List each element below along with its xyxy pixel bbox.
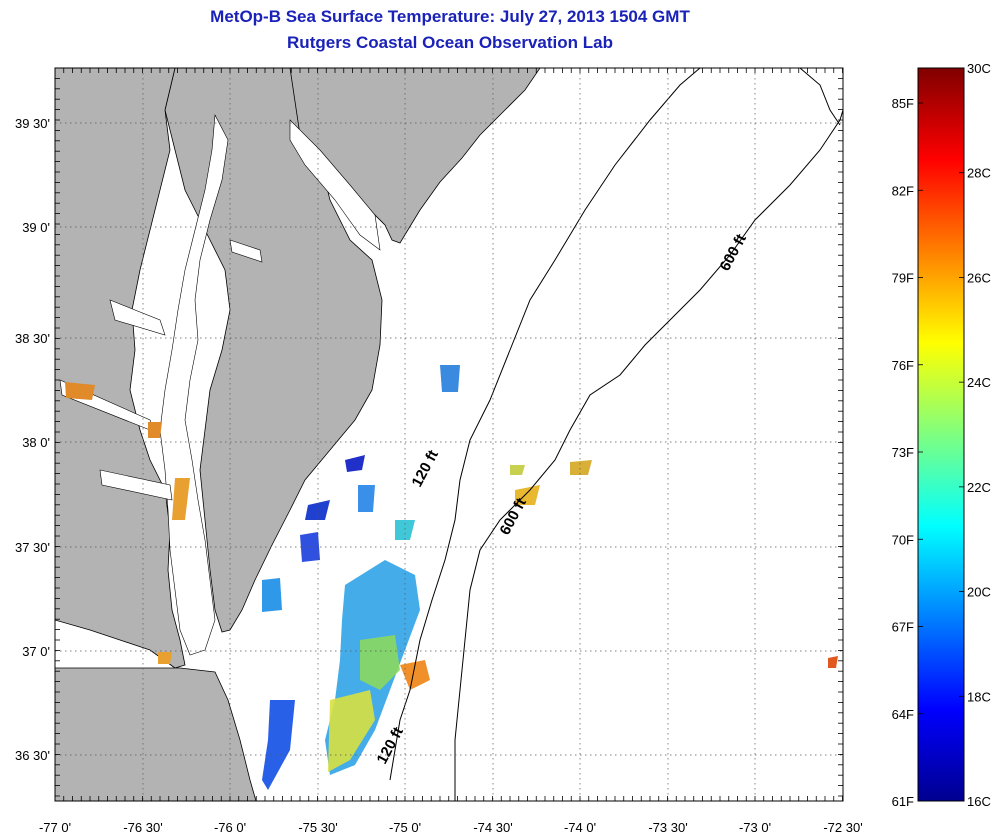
colorbar-celsius-label: 28C [967,166,991,181]
longitude-label: -74 30' [473,820,512,835]
longitude-label: -75 30' [298,820,337,835]
colorbar-celsius-label: 26C [967,270,991,285]
isobath-contours [389,68,843,801]
colorbar-fahrenheit-label: 61F [892,794,914,809]
sst-patches [65,365,838,790]
land-area [55,68,541,801]
colorbar-fahrenheit-label: 70F [892,532,914,547]
latitude-label: 37 30' [15,540,50,555]
colorbar-celsius-label: 18C [967,689,991,704]
colorbar-fahrenheit-label: 82F [892,183,914,198]
longitude-labels: -77 0' -76 30' -76 0' -75 30' -75 0' -74 30' -… [39,820,863,835]
colorbar-fahrenheit-label: 79F [892,271,914,286]
longitude-label: -73 0' [739,820,771,835]
colorbar-fahrenheit-label: 85F [892,96,914,111]
colorbar-labels: 85F 82F 79F 76F 73F 70F 67F 64F 61F 30C 28C 26C 24C 2… [892,61,991,809]
colorbar [917,67,965,802]
latitude-label: 36 30' [15,748,50,763]
colorbar-celsius-label: 20C [967,585,991,600]
longitude-label: -76 30' [123,820,162,835]
colorbar-fahrenheit-label: 67F [892,620,914,635]
longitude-label: -77 0' [39,820,71,835]
latitude-label: 37 0' [22,644,50,659]
colorbar-celsius-label: 24C [967,375,991,390]
graticule [55,68,843,801]
colorbar-fahrenheit-label: 73F [892,445,914,460]
colorbar-celsius-label: 16C [967,794,991,809]
colorbar-celsius-label: 22C [967,480,991,495]
latitude-label: 38 0' [22,435,50,450]
map-title: MetOp-B Sea Surface Temperature: July 27… [210,7,690,26]
longitude-label: -75 0' [389,820,421,835]
map-ticks [54,67,843,801]
latitude-label: 39 30' [15,116,50,131]
longitude-label: -72 30' [823,820,862,835]
longitude-label: -76 0' [214,820,246,835]
longitude-label: -73 30' [648,820,687,835]
latitude-label: 39 0' [22,220,50,235]
colorbar-fahrenheit-label: 76F [892,358,914,373]
latitude-label: 38 30' [15,331,50,346]
colorbar-ticks [918,67,964,802]
longitude-label: -74 0' [564,820,596,835]
latitude-labels: 39 30' 39 0' 38 30' 38 0' 37 30' 37 0' 36 30' [15,116,50,763]
colorbar-fahrenheit-label: 64F [892,707,914,722]
colorbar-celsius-label: 30C [967,61,991,76]
map-subtitle: Rutgers Coastal Ocean Observation Lab [287,33,613,52]
